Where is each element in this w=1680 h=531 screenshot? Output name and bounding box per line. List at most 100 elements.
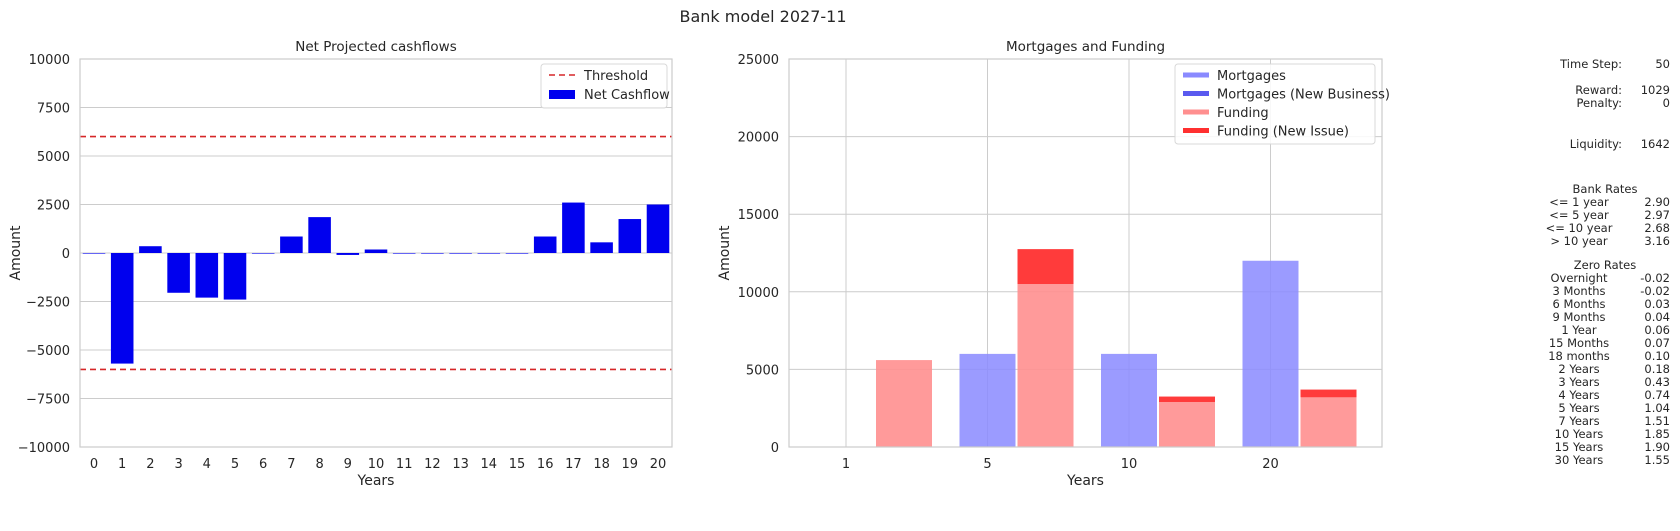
cashflow-bar <box>505 253 529 254</box>
x-tick-label: 10 <box>368 457 385 472</box>
penalty-label: Penalty: <box>1576 96 1622 110</box>
bank-rate-row: > 10 year 3.16 <box>1540 235 1670 248</box>
x-tick-label: 17 <box>565 457 582 472</box>
zero-rate-value: -0.02 <box>1640 284 1670 298</box>
legend-label: Funding <box>1217 106 1269 121</box>
x-tick-label: 16 <box>537 457 554 472</box>
y-tick-label: 0 <box>771 441 779 456</box>
zero-rate-row: 15 Years 1.90 <box>1540 441 1670 454</box>
zero-rate-row: 5 Years 1.04 <box>1540 402 1670 415</box>
chart-title: Net Projected cashflows <box>295 39 456 55</box>
y-tick-label: 0 <box>62 247 70 262</box>
funding-new-bar <box>1159 396 1215 402</box>
cashflow-bar <box>421 253 444 254</box>
zero-rate-value: 1.51 <box>1644 414 1670 428</box>
y-tick-label: 10000 <box>29 53 70 68</box>
bank-rate-row: <= 10 year 2.68 <box>1540 222 1670 235</box>
zero-rate-row: 1 Year 0.06 <box>1540 324 1670 337</box>
legend-label: Mortgages <box>1217 69 1286 84</box>
x-tick-label: 9 <box>344 457 352 472</box>
zero-rate-value: 0.18 <box>1644 362 1670 376</box>
bank-rate-label: <= 10 year <box>1545 221 1613 235</box>
y-tick-label: 5000 <box>37 150 70 165</box>
zero-rates-title: Zero Rates <box>1573 258 1637 272</box>
x-tick-label: 20 <box>650 457 667 472</box>
bank-rate-value: 3.16 <box>1644 234 1670 248</box>
zero-rate-row: 6 Months 0.03 <box>1540 298 1670 311</box>
cashflow-bar <box>82 253 106 254</box>
time-step-value: 50 <box>1655 57 1670 71</box>
time-step-label: Time Step: <box>1560 57 1622 71</box>
y-tick-label: 15000 <box>738 208 779 223</box>
bank-rate-label: > 10 year <box>1550 234 1608 248</box>
y-axis-label: Amount <box>717 225 733 281</box>
time-step-row: Time Step: 50 <box>1540 58 1670 71</box>
zero-rate-label: 15 Years <box>1554 440 1604 454</box>
cashflow-bar <box>618 219 642 253</box>
cashflow-bar <box>280 236 303 253</box>
cashflow-bar <box>167 253 190 293</box>
zero-rate-label: 10 Years <box>1554 427 1604 441</box>
bank-rates-table: <= 1 year 2.90 <= 5 year 2.97 <= 10 year 2.68… <box>1540 196 1670 248</box>
zero-rate-label: 1 Year <box>1561 323 1597 337</box>
funding-new-bar <box>1300 389 1357 398</box>
zero-rate-label: 4 Years <box>1558 388 1600 402</box>
cashflow-bar <box>308 217 331 253</box>
mortgages-bar <box>1242 260 1299 447</box>
zero-rate-row: 10 Years 1.85 <box>1540 428 1670 441</box>
chart-title: Mortgages and Funding <box>1006 39 1165 55</box>
y-tick-label: 20000 <box>738 131 779 146</box>
x-tick-label: 4 <box>203 457 211 472</box>
funding-bar <box>1159 401 1215 447</box>
x-tick-label: 13 <box>452 457 469 472</box>
x-tick-label: 5 <box>231 457 239 472</box>
zero-rate-value: 0.03 <box>1644 297 1670 311</box>
zero-rate-value: 0.43 <box>1644 375 1670 389</box>
x-tick-label: 1 <box>842 457 850 472</box>
plot-frame <box>79 58 673 448</box>
legend-threshold-label: Threshold <box>583 69 648 84</box>
x-tick-label: 1 <box>118 457 126 472</box>
legend-frame <box>1174 63 1376 145</box>
mortgages-bar <box>959 353 1016 447</box>
bank-rate-row: <= 5 year 2.97 <box>1540 209 1670 222</box>
y-tick-label: 25000 <box>738 53 779 68</box>
x-tick-label: 12 <box>424 457 441 472</box>
zero-rate-row: 4 Years 0.74 <box>1540 389 1670 402</box>
zero-rate-row: 7 Years 1.51 <box>1540 415 1670 428</box>
x-tick-label: 10 <box>1121 457 1138 472</box>
penalty-row: Penalty: 0 <box>1540 97 1670 110</box>
bank-rate-value: 2.68 <box>1644 221 1670 235</box>
legend-cashflow-swatch <box>549 90 575 99</box>
zero-rate-label: 3 Months <box>1552 284 1606 298</box>
y-tick-label: −7500 <box>26 393 70 408</box>
zero-rate-row: 9 Months 0.04 <box>1540 311 1670 324</box>
cashflow-bar <box>646 204 670 253</box>
bank-rates-title: Bank Rates <box>1572 182 1638 196</box>
zero-rate-row: 3 Years 0.43 <box>1540 376 1670 389</box>
cashflow-bar <box>336 253 360 255</box>
x-tick-label: 2 <box>146 457 154 472</box>
y-axis-label: Amount <box>8 225 24 281</box>
x-tick-label: 8 <box>315 457 323 472</box>
zero-rate-label: 7 Years <box>1558 414 1600 428</box>
bank-rate-label: <= 5 year <box>1549 208 1609 222</box>
y-tick-label: 5000 <box>746 363 779 378</box>
y-tick-label: 7500 <box>37 102 70 117</box>
cashflow-bar <box>562 202 585 253</box>
x-tick-label: 5 <box>983 457 991 472</box>
cashflow-bar <box>449 253 472 254</box>
liquidity-label: Liquidity: <box>1569 137 1622 151</box>
zero-rate-label: 18 months <box>1548 349 1610 363</box>
cashflow-bar <box>392 253 416 254</box>
penalty-value: 0 <box>1662 96 1670 110</box>
zero-rate-value: 0.10 <box>1644 349 1670 363</box>
legend-label: Mortgages (New Business) <box>1217 88 1390 103</box>
zero-rate-label: 6 Months <box>1552 297 1606 311</box>
bank-rate-value: 2.97 <box>1644 208 1670 222</box>
mortgages-bar <box>1101 353 1157 447</box>
bank-rate-label: <= 1 year <box>1549 195 1609 209</box>
cashflow-bar <box>223 253 247 300</box>
zero-rate-row: 30 Years 1.55 <box>1540 454 1670 467</box>
x-tick-label: 3 <box>174 457 182 472</box>
